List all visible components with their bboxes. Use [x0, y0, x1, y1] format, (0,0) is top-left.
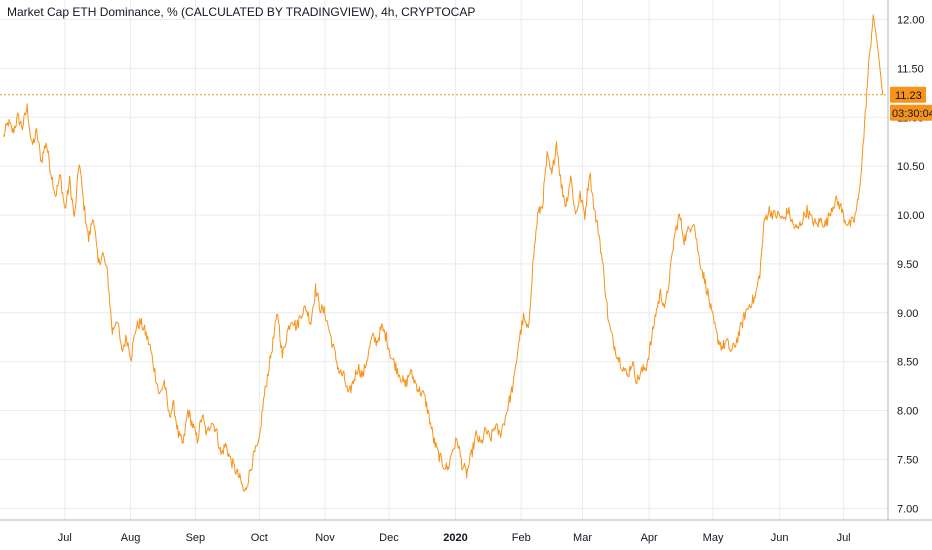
x-tick-label: Apr	[641, 532, 658, 544]
x-tick-label: Nov	[315, 532, 335, 544]
x-tick-label: Jun	[771, 532, 789, 544]
y-tick-label: 8.50	[897, 357, 918, 369]
y-tick-label: 7.50	[897, 454, 918, 466]
y-tick-label: 12.00	[897, 15, 925, 27]
x-tick-label: Jul	[837, 532, 851, 544]
y-tick-label: 9.00	[897, 308, 918, 320]
x-tick-label: 2020	[443, 532, 467, 544]
x-tick-label: May	[703, 532, 724, 544]
x-tick-label: Dec	[379, 532, 399, 544]
y-tick-label: 7.00	[897, 503, 918, 515]
x-axis: Jul Aug Sep Oct Nov Dec 2020 Feb Mar Apr May Jun Jul	[0, 519, 932, 544]
y-tick-label: 8.00	[897, 406, 918, 418]
y-axis: 12.0011.5011.0010.5010.009.509.008.508.0…	[887, 0, 925, 520]
series-layer	[3, 14, 884, 492]
countdown-label: 03:30:04	[892, 108, 932, 120]
x-tick-label: Jul	[58, 532, 72, 544]
x-tick-label: Aug	[121, 532, 141, 544]
y-tick-label: 9.50	[897, 259, 918, 271]
x-tick-label: Feb	[512, 532, 531, 544]
last-price-label: 11.23	[895, 90, 922, 102]
countdown-tag	[890, 104, 932, 121]
x-tick-label: Oct	[251, 532, 268, 544]
y-tick-label: 10.50	[897, 161, 925, 173]
grid	[0, 0, 888, 520]
x-tick-label: Sep	[186, 532, 206, 544]
series-line	[3, 14, 884, 492]
last-price-tag	[890, 86, 926, 103]
chart-title: Market Cap ETH Dominance, % (CALCULATED …	[7, 5, 476, 19]
y-tick-label: 11.50	[897, 63, 924, 75]
x-tick-label: Mar	[573, 532, 592, 544]
y-tick-label: 10.00	[897, 210, 925, 222]
